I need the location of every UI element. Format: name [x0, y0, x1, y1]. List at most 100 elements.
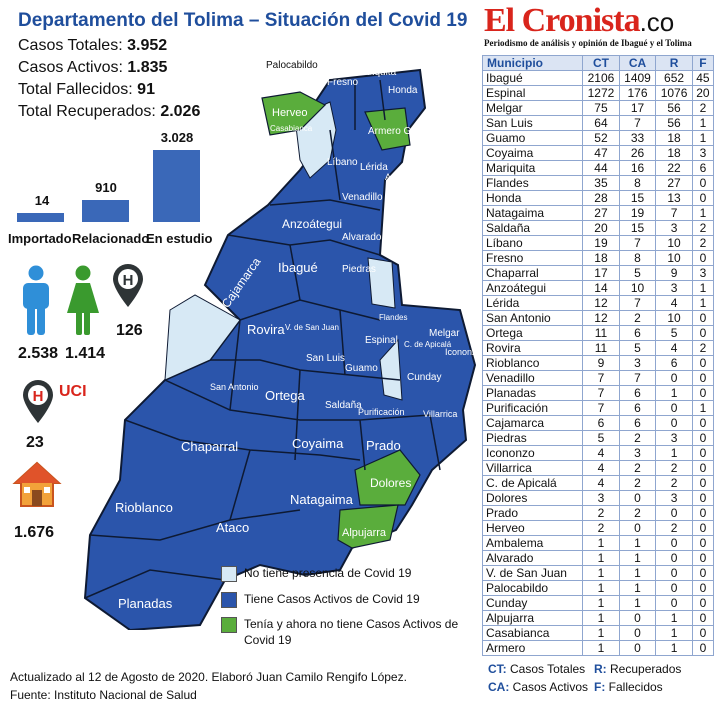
map-label-palocabildo: Palocabildo: [266, 60, 318, 71]
cell-value: 0: [655, 505, 693, 521]
cell-value: 0: [691, 190, 715, 206]
cell-value: 47: [582, 145, 620, 161]
cell-value: 2: [582, 520, 620, 536]
cell-municipio: Chaparral: [481, 265, 584, 281]
cell-value: 35: [582, 175, 620, 191]
map-area-no-cases-piedras: [367, 257, 396, 309]
map-label-v-de-san-juan: V. de San Juan: [285, 323, 339, 332]
map-label-flandes: Flandes: [379, 313, 407, 322]
map-label-venadillo: Venadillo: [342, 192, 383, 203]
cell-value: 2: [691, 340, 715, 356]
table-row: V. de San Juan 1 1 0 0: [481, 565, 715, 581]
cell-value: 1: [618, 535, 657, 551]
cell-value: 2: [618, 460, 657, 476]
house-icon: [12, 461, 62, 507]
map-label-planadas: Planadas: [118, 596, 173, 611]
cell-municipio: Natagaima: [481, 205, 584, 221]
cell-value: 1: [582, 595, 620, 611]
cell-value: 1: [618, 565, 657, 581]
map-label-villarrica: Villarrica: [423, 409, 457, 419]
cell-value: 11: [582, 340, 620, 356]
col-ct: CT: [582, 55, 620, 71]
map-label-san-luis: San Luis: [306, 353, 345, 364]
table-row: Mariquita 44 16 22 6: [481, 160, 715, 176]
map-label-fresno: Fresno: [327, 77, 359, 88]
cell-value: 1076: [655, 85, 693, 101]
table-row: Alpujarra 1 0 1 0: [481, 610, 715, 626]
cell-value: 8: [618, 250, 657, 266]
map-label-casabianca: Casabianca: [270, 124, 313, 133]
cell-value: 1: [582, 535, 620, 551]
map-area-herveo: [261, 91, 327, 136]
stat-total-cases: Casos Totales: 3.952: [18, 37, 168, 54]
cell-value: 10: [655, 235, 693, 251]
bar-value-relacionado: 910: [95, 180, 117, 195]
cell-value: 2: [618, 430, 657, 446]
cell-municipio: Casabianca: [481, 625, 584, 641]
table-row: Armero 1 0 1 0: [481, 640, 715, 656]
cell-value: 0: [691, 625, 715, 641]
cell-municipio: San Luis: [481, 115, 584, 131]
cell-value: 3: [655, 280, 693, 296]
bar-label-importado: Importado: [8, 231, 72, 246]
cell-municipio: Alpujarra: [481, 610, 584, 626]
cell-municipio: Ibagué: [481, 70, 584, 86]
bar-relacionado: [82, 200, 129, 222]
cell-value: 2: [691, 100, 715, 116]
cell-value: 0: [655, 550, 693, 566]
cell-value: 18: [582, 250, 620, 266]
map-label-ataco: Ataco: [216, 520, 249, 535]
table-row: Cunday 1 1 0 0: [481, 595, 715, 611]
cell-value: 0: [618, 625, 657, 641]
table-row: Prado 2 2 0 0: [481, 505, 715, 521]
table-row: Piedras 5 2 3 0: [481, 430, 715, 446]
table-key-r: R: Recuperados: [594, 662, 682, 676]
cell-value: 2: [618, 310, 657, 326]
cell-municipio: V. de San Juan: [481, 565, 584, 581]
map-label-lerida: Lérida: [360, 162, 388, 173]
male-person-icon: [23, 265, 49, 335]
table-row: Palocabildo 1 1 0 0: [481, 580, 715, 596]
map-department-body: [83, 68, 477, 630]
uci-count: 23: [26, 434, 44, 451]
cell-value: 1: [655, 610, 693, 626]
col-ca: CA: [618, 55, 657, 71]
legend-text-recovered: Tenía y ahora no tiene Casos Activos de …: [244, 617, 459, 647]
cell-value: 10: [655, 250, 693, 266]
cell-municipio: Dolores: [481, 490, 584, 506]
table-row: Dolores 3 0 3 0: [481, 490, 715, 506]
brand-logo: El Cronista.co: [484, 2, 675, 39]
bar-value-en-estudio: 3.028: [160, 130, 194, 145]
bar-importado: [17, 213, 64, 222]
cell-value: 17: [582, 265, 620, 281]
cell-value: 1: [618, 595, 657, 611]
cell-value: 3: [691, 265, 715, 281]
cell-value: 26: [618, 145, 657, 161]
cell-value: 12: [582, 295, 620, 311]
map-label-herveo: Herveo: [272, 107, 307, 119]
legend-text-active: Tiene Casos Activos de Covid 19: [244, 592, 420, 606]
cell-municipio: Purificación: [481, 400, 584, 416]
cell-value: 0: [691, 445, 715, 461]
stat-deaths: Total Fallecidos: 91: [18, 81, 155, 98]
cell-municipio: Anzoátegui: [481, 280, 584, 296]
map-area-no-cases-east: [379, 338, 403, 401]
cell-municipio: C. de Apicalá: [481, 475, 584, 491]
cell-value: 20: [582, 220, 620, 236]
cell-value: 6: [691, 160, 715, 176]
cell-value: 1: [618, 550, 657, 566]
map-label-dolores: Dolores: [370, 476, 411, 490]
cell-value: 0: [691, 175, 715, 191]
cell-value: 0: [655, 415, 693, 431]
cell-municipio: Villarrica: [481, 460, 584, 476]
cell-value: 1: [655, 385, 693, 401]
cell-value: 0: [691, 460, 715, 476]
cell-value: 4: [655, 295, 693, 311]
cell-value: 14: [582, 280, 620, 296]
cell-value: 0: [618, 640, 657, 656]
cell-value: 6: [655, 355, 693, 371]
municipality-table: Municipio CT CA R F Ibagué 2106 1409 652 45 E…: [481, 55, 715, 656]
cell-value: 6: [618, 385, 657, 401]
map-label-ibague: Ibagué: [278, 260, 318, 275]
cell-value: 0: [655, 580, 693, 596]
